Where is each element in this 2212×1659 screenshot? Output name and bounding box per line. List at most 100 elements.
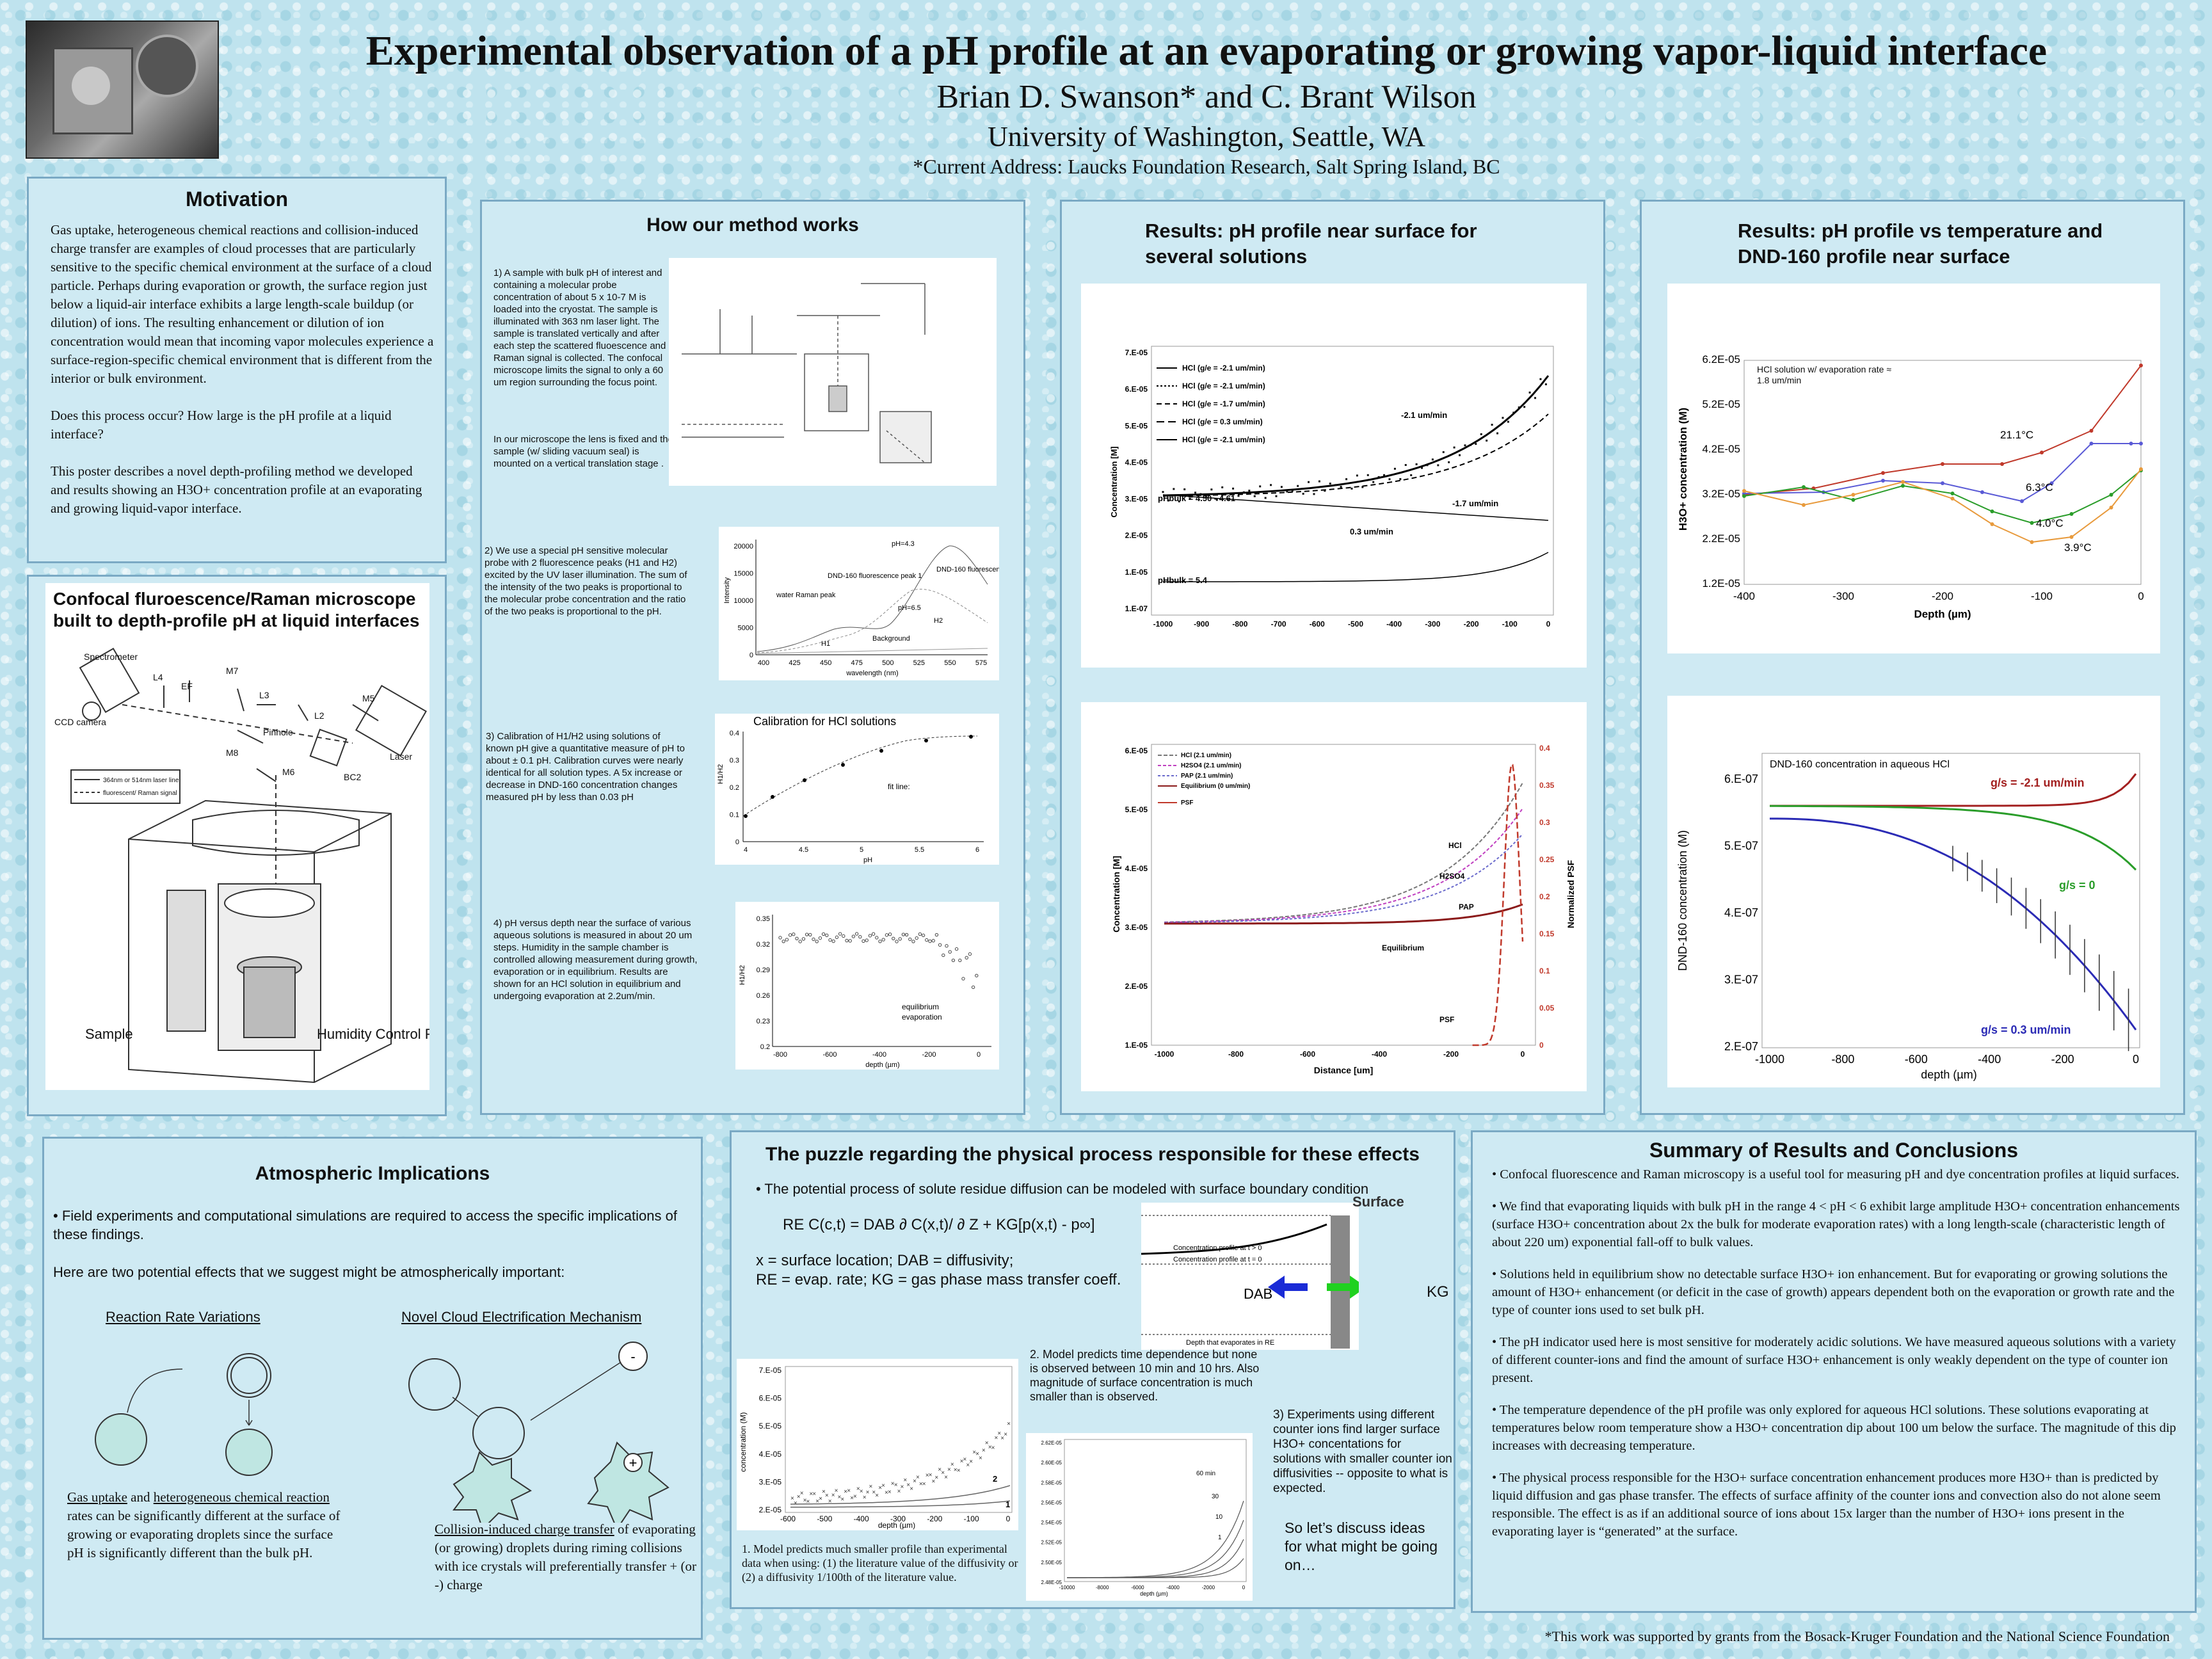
depth-y-tick: 0.35: [757, 915, 770, 923]
r1c1-point: [1189, 497, 1191, 500]
r1c2-y2-tick: 0.2: [1539, 892, 1550, 901]
r1c1-point: [1199, 493, 1202, 495]
atmos-h2: Novel Cloud Electrification Mechanism: [401, 1309, 642, 1325]
ma-point: ×: [947, 1466, 951, 1473]
depth-point: [871, 932, 876, 936]
summary-b3: • Solutions held in equilibrium show no …: [1492, 1267, 2175, 1317]
r2c1-point: [2089, 429, 2094, 433]
depth-point: [858, 935, 862, 939]
summary-b6: • The physical process responsible for t…: [1492, 1471, 2161, 1539]
r2c1-point: [2139, 467, 2143, 471]
r1c1-legend-item: HCl (g/e = -2.1 um/min): [1182, 435, 1265, 444]
depth-point: [788, 933, 792, 937]
atmos-diagram: - +: [95, 1342, 669, 1523]
r1c1-ann-03: 0.3 um/min: [1350, 527, 1393, 536]
authors: Brian D. Swanson* and C. Brant Wilson: [936, 79, 1477, 115]
r2c2-y-tick: 2.E-07: [1724, 1040, 1758, 1053]
droplet-left: [95, 1413, 147, 1466]
calib-x-tick: 5.5: [915, 846, 924, 854]
depth-x-tick: -200: [922, 1051, 936, 1059]
ma-point: ×: [972, 1449, 976, 1456]
ma-point: ×: [985, 1440, 989, 1447]
r1c1-y-tick: 5.E-05: [1125, 421, 1148, 430]
r1c1-point: [1502, 417, 1504, 419]
label-bc2: BC2: [344, 772, 361, 782]
r1c1-point: [1253, 495, 1256, 497]
depth-point: [845, 938, 849, 943]
charge-plus: +: [629, 1455, 637, 1471]
r2c1-point: [2030, 540, 2034, 544]
r1c1-point: [1512, 412, 1515, 414]
depth-x-tick: 0: [977, 1051, 981, 1059]
diag-l2: Concentration profile at t = 0: [1173, 1256, 1262, 1263]
depth-xlabel: depth (µm): [865, 1061, 899, 1069]
ma-point: ×: [954, 1466, 958, 1473]
microscope-diagram: Spectrometer CCD camera L4 EF M7 L3 Pinh…: [54, 647, 429, 1084]
ma-xlabel: depth (µm): [878, 1521, 915, 1530]
calib-title: Calibration for HCl solutions: [753, 715, 896, 728]
ma-point: ×: [888, 1489, 892, 1496]
motivation-title: Motivation: [186, 188, 288, 211]
r1c2-y-tick: 1.E-05: [1125, 1041, 1148, 1050]
depth-point: [934, 933, 939, 937]
method-step1b: In our microscope the lens is fixed and …: [493, 434, 673, 469]
r1c2-x-tick: -400: [1372, 1050, 1387, 1059]
r1c2-y-tick: 3.E-05: [1125, 923, 1148, 932]
puzzle-title: The puzzle regarding the physical proces…: [765, 1144, 1420, 1165]
ma-point: ×: [803, 1497, 807, 1504]
atmos-panel: Atmospheric Implications • Field experim…: [42, 1137, 703, 1640]
ma-point: ×: [963, 1456, 967, 1463]
spec-ann-peak1: DND-160 fluorescence peak 1: [828, 572, 922, 580]
depth-point: [942, 953, 945, 958]
r2c1-point: [1851, 498, 1855, 502]
r2c1-point: [1802, 485, 1806, 489]
ma-point: ×: [929, 1472, 933, 1479]
r1c2-y-tick: 5.E-05: [1125, 805, 1148, 814]
ma-point: ×: [812, 1491, 816, 1498]
label-sample: Sample: [85, 1026, 133, 1042]
atmos-p2: Here are two potential effects that we s…: [53, 1264, 565, 1280]
ma-x-tick: -100: [964, 1514, 979, 1523]
calib-point: [969, 735, 973, 739]
r1c1-point: [1215, 499, 1218, 501]
r2c2-y-tick: 5.E-07: [1724, 840, 1758, 853]
depth-point: [928, 939, 932, 943]
model-chart-a: 2.E-05 3.E-05 4.E-05 5.E-05 6.E-05 7.E-05 -60…: [737, 1359, 1018, 1530]
mb-y-tick: 2.54E-05: [1041, 1520, 1062, 1526]
atmos-title: Atmospheric Implications: [255, 1163, 490, 1184]
r1c1-point: [1313, 493, 1315, 495]
mb-ann-1: 1: [1218, 1534, 1222, 1541]
puzzle-n2: 2. Model predicts time dependence but no…: [1030, 1348, 1260, 1403]
atmos-p1: • Field experiments and computational si…: [53, 1208, 677, 1242]
r1c1-point: [1448, 461, 1450, 463]
r2c1-y-tick: 3.2E-05: [1702, 488, 1740, 500]
results2-chart2: 2.E-07 3.E-07 4.E-07 5.E-07 6.E-07 -1000 -800…: [1667, 696, 2160, 1087]
motivation-text: Gas uptake, heterogeneous chemical react…: [51, 221, 435, 536]
ma-point: ×: [957, 1467, 961, 1474]
r2c1-point: [1901, 484, 1905, 488]
model-b-svg: 2.48E-05 2.50E-05 2.52E-05 2.54E-05 2.56E-05…: [1041, 1439, 1247, 1597]
depth-y-tick: 0.2: [760, 1043, 770, 1051]
motivation-p1: Gas uptake, heterogeneous chemical react…: [51, 222, 434, 386]
calib-x-tick: 4.5: [799, 846, 808, 854]
ma-x-tick: -600: [780, 1514, 796, 1523]
depth-point: [862, 939, 865, 943]
ma-x-tick: -300: [890, 1514, 906, 1523]
r1c1-point: [1459, 454, 1461, 456]
ma-point: ×: [906, 1482, 910, 1489]
ma-point: ×: [881, 1482, 885, 1489]
r2c1-x-tick: 0: [2138, 590, 2144, 602]
ma-point: ×: [838, 1494, 842, 1501]
r1c1-point: [1291, 490, 1294, 492]
r1c2-xlabel: Distance [um]: [1314, 1065, 1374, 1075]
calib-y-tick: 0.4: [730, 730, 739, 737]
ma-point: ×: [934, 1474, 938, 1481]
r2c2-ann-03: g/s = 0.3 um/min: [1981, 1023, 2071, 1036]
r1c2-legend-item: H2SO4 (2.1 um/min): [1181, 762, 1241, 769]
spec-ann-h1: H1: [821, 640, 830, 648]
r1c2-line-eq: [1164, 903, 1523, 925]
spectrometer-box: [79, 647, 140, 714]
summary-b4: • The pH indicator used here is most sen…: [1492, 1335, 2176, 1385]
puzzle-def2: RE = evap. rate; KG = gas phase mass tra…: [756, 1271, 1121, 1288]
r2c1-x-tick: -100: [2031, 590, 2053, 602]
